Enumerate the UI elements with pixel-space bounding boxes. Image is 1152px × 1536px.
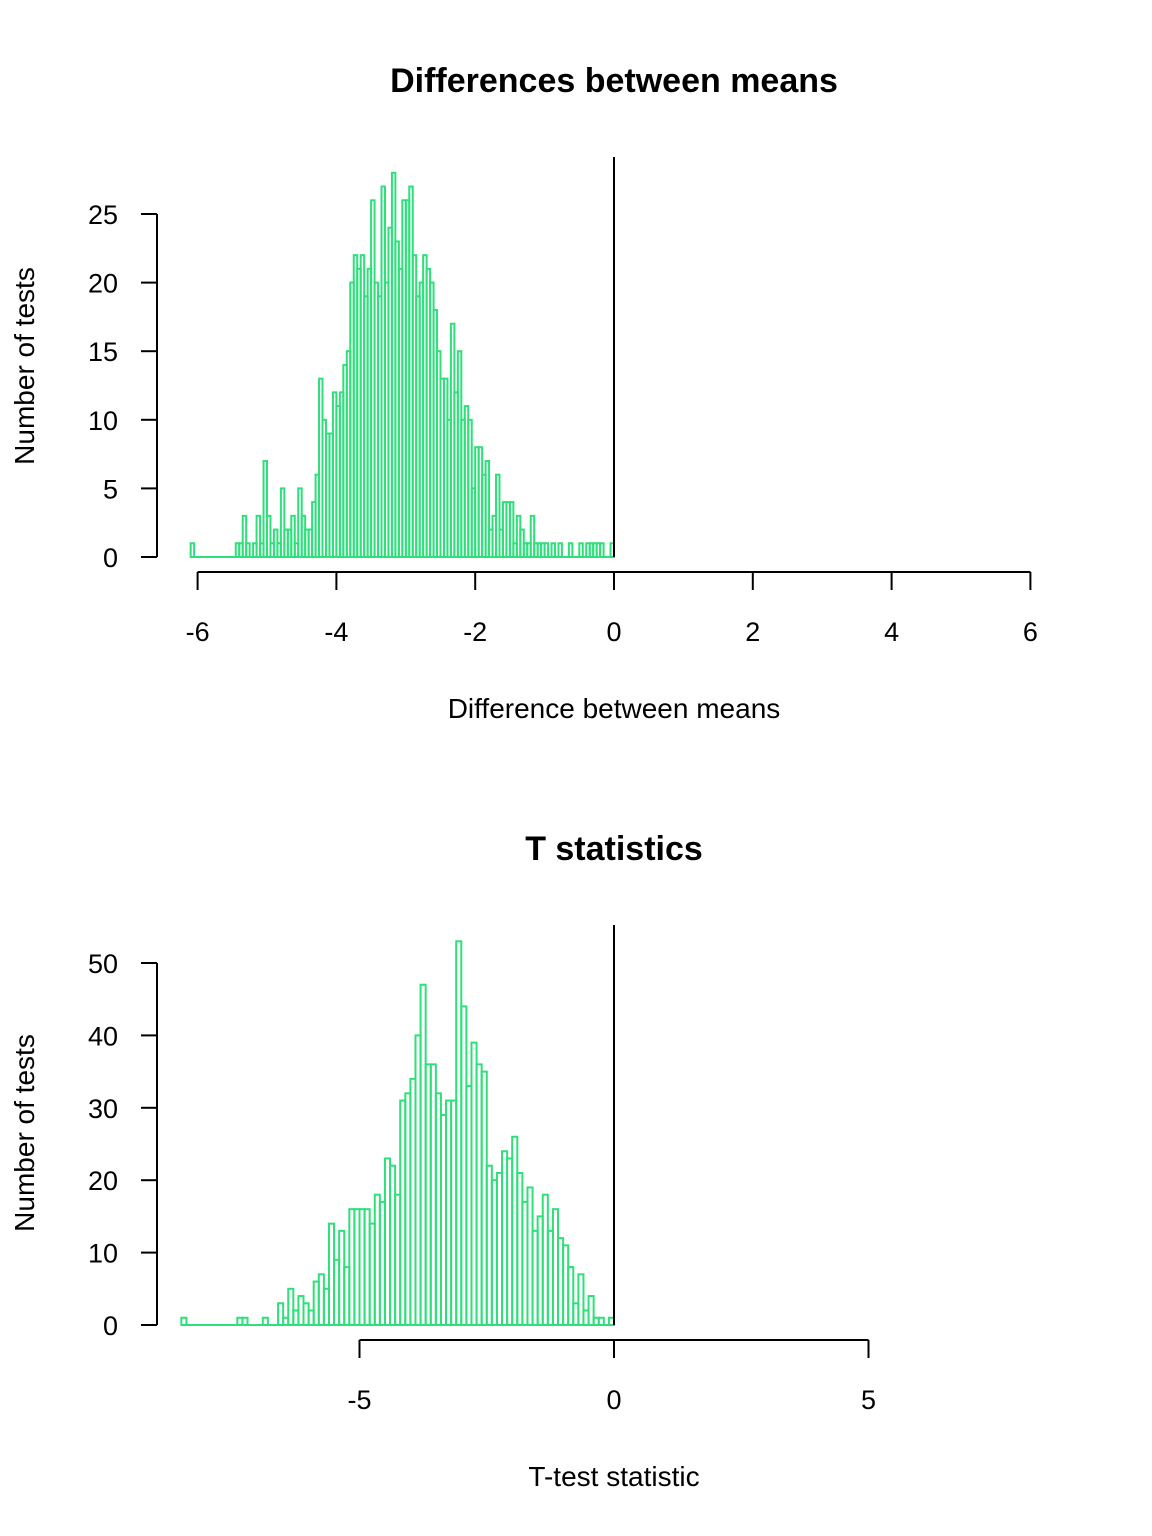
- chart-title: Differences between means: [390, 62, 838, 100]
- x-tick-label: 2: [745, 617, 760, 647]
- x-axis-label: Difference between means: [448, 693, 781, 724]
- y-tick-label: 50: [88, 949, 118, 979]
- histogram-bar: [277, 1302, 285, 1327]
- histogram-bar: [279, 487, 286, 558]
- y-tick-label: 15: [88, 337, 118, 367]
- y-axis-label: Number of tests: [9, 267, 40, 465]
- histogram-bar: [577, 1273, 585, 1326]
- histogram-bar: [529, 514, 536, 559]
- histogram-bar: [255, 514, 262, 559]
- x-tick-label: -2: [463, 617, 487, 647]
- y-tick-label: 30: [88, 1094, 118, 1124]
- histogram-bar: [189, 542, 196, 559]
- histogram-bar: [557, 542, 563, 559]
- x-tick-label: -4: [324, 617, 348, 647]
- x-tick-label: 0: [606, 617, 621, 647]
- y-tick-label: 40: [88, 1021, 118, 1051]
- histogram-bar: [550, 542, 557, 559]
- histogram-bar: [245, 542, 251, 559]
- x-tick-label: 6: [1023, 617, 1038, 647]
- histogram-bar: [290, 514, 296, 559]
- histogram-bar: [508, 501, 515, 558]
- x-tick-label: 5: [861, 1385, 876, 1415]
- histogram-bars: [189, 171, 616, 559]
- y-tick-label: 25: [88, 200, 118, 230]
- x-axis: -6 -4 -2 0 2 4 6: [186, 571, 1038, 647]
- y-axis: 0 5 10 15 20 25: [88, 200, 158, 573]
- chart-panel-t-statistics: T statistics Number of tests T-test stat…: [9, 830, 876, 1492]
- histogram-bar: [287, 1287, 295, 1327]
- histogram-bar: [567, 1266, 575, 1326]
- x-axis-label: T-test statistic: [528, 1461, 699, 1492]
- histogram-bar: [567, 542, 574, 559]
- histogram-bar: [599, 542, 605, 559]
- histogram-bar: [241, 1316, 249, 1327]
- x-tick-label: -6: [186, 617, 210, 647]
- histogram-bar: [495, 473, 501, 558]
- y-tick-label: 5: [103, 474, 118, 504]
- y-tick-label: 10: [88, 406, 118, 436]
- chart-panel-differences: Differences between means Number of test…: [9, 62, 1038, 724]
- y-axis: 0 10 20 30 40 50: [88, 949, 158, 1341]
- histogram-bar: [484, 459, 491, 558]
- histogram-bars: [180, 940, 615, 1327]
- x-tick-label: -5: [347, 1385, 371, 1415]
- histogram-bar: [261, 1316, 269, 1327]
- histogram-bar: [180, 1316, 188, 1327]
- histogram-bar: [262, 459, 268, 558]
- histogram-bar: [543, 542, 550, 559]
- y-axis-label: Number of tests: [9, 1034, 40, 1232]
- y-tick-label: 20: [88, 269, 118, 299]
- x-tick-label: 4: [884, 617, 899, 647]
- histogram-bar: [241, 514, 248, 559]
- y-tick-label: 20: [88, 1166, 118, 1196]
- y-tick-label: 0: [103, 1311, 118, 1341]
- chart-title: T statistics: [525, 830, 703, 868]
- histogram-bar: [266, 514, 272, 559]
- y-tick-label: 0: [103, 543, 118, 573]
- histogram-bar: [578, 542, 584, 559]
- histogram-bar: [597, 1316, 605, 1327]
- x-axis: -5 0 5: [347, 1339, 876, 1415]
- x-tick-label: 0: [606, 1385, 621, 1415]
- y-tick-label: 10: [88, 1239, 118, 1269]
- histogram-bar: [587, 1295, 595, 1327]
